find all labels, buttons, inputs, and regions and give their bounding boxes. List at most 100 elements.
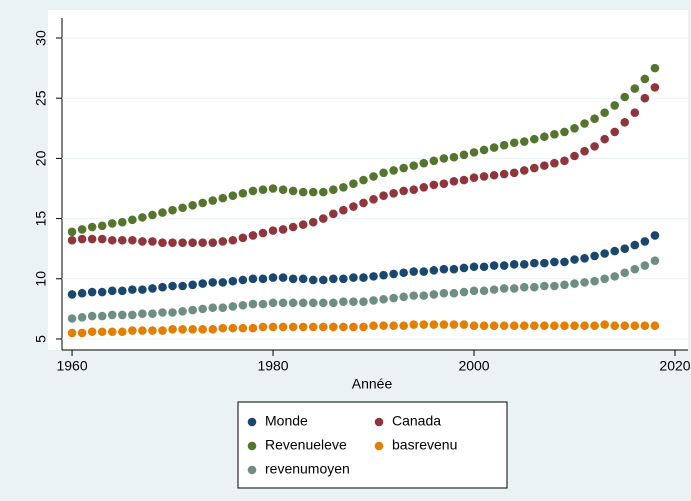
point [258, 274, 268, 284]
point [449, 288, 459, 298]
point [429, 156, 439, 166]
point [580, 321, 589, 331]
point [560, 280, 569, 290]
point [178, 281, 187, 291]
point [298, 187, 308, 197]
point [288, 186, 298, 196]
x-tick-label: 2020 [659, 358, 690, 374]
point [339, 182, 348, 192]
point [318, 187, 328, 197]
legend-label: basrevenu [392, 437, 457, 453]
point [630, 321, 640, 331]
point [650, 63, 660, 73]
point [459, 287, 469, 297]
point [509, 260, 519, 269]
point [389, 269, 398, 279]
point [258, 185, 268, 194]
point [318, 275, 328, 285]
point [208, 238, 218, 247]
point [429, 180, 439, 190]
point [117, 286, 127, 296]
point [449, 152, 459, 162]
point [650, 231, 660, 240]
point [228, 323, 238, 333]
point [590, 321, 599, 331]
point [640, 261, 650, 270]
point [107, 219, 117, 228]
point [550, 158, 559, 168]
x-tick-label: 1980 [257, 358, 288, 374]
y-tick-label: 20 [33, 150, 49, 166]
point [128, 285, 137, 294]
point [148, 309, 157, 318]
point [308, 217, 318, 227]
point [439, 179, 449, 188]
y-tick-label: 30 [33, 30, 49, 46]
point [148, 237, 157, 246]
point [469, 286, 479, 296]
point [158, 238, 167, 247]
point [540, 321, 549, 331]
plot-area [48, 10, 688, 350]
point [268, 298, 278, 308]
point [399, 321, 408, 331]
point [519, 282, 529, 292]
point [138, 309, 147, 318]
point [449, 176, 459, 186]
point [188, 305, 197, 315]
point [389, 321, 398, 331]
point [530, 258, 539, 268]
y-tick-label: 5 [33, 335, 49, 343]
point [570, 255, 579, 264]
point [128, 215, 137, 225]
point [499, 284, 509, 293]
point [107, 310, 117, 320]
point [107, 327, 117, 337]
point [530, 321, 539, 331]
point [509, 321, 519, 331]
point [489, 285, 499, 294]
point [550, 257, 559, 267]
legend-marker [374, 441, 384, 451]
legend-marker [247, 417, 257, 427]
point [630, 108, 640, 117]
point [238, 189, 248, 198]
point [218, 237, 228, 246]
point [550, 321, 559, 331]
point [228, 276, 238, 286]
legend [237, 401, 508, 489]
point [399, 268, 408, 278]
point [459, 320, 469, 329]
point [349, 297, 358, 306]
point [489, 170, 499, 180]
point [138, 237, 147, 246]
point [550, 281, 559, 291]
point [620, 268, 630, 278]
point [409, 320, 419, 329]
point [77, 225, 87, 234]
point [329, 322, 338, 332]
point [128, 326, 137, 335]
point [630, 264, 640, 274]
point [359, 273, 368, 282]
point [198, 238, 207, 247]
point [479, 145, 489, 155]
y-tick-label: 10 [33, 271, 49, 287]
point [268, 322, 278, 332]
legend-label: Canada [392, 413, 441, 429]
point [359, 175, 368, 185]
point [87, 222, 97, 232]
point [479, 262, 489, 272]
point [168, 325, 177, 334]
point [288, 322, 298, 332]
point [349, 322, 358, 332]
point [429, 290, 439, 299]
point [158, 308, 167, 317]
point [117, 310, 127, 320]
point [77, 328, 87, 338]
point [178, 325, 187, 334]
point [258, 299, 268, 309]
point [499, 169, 509, 179]
point [479, 172, 489, 181]
